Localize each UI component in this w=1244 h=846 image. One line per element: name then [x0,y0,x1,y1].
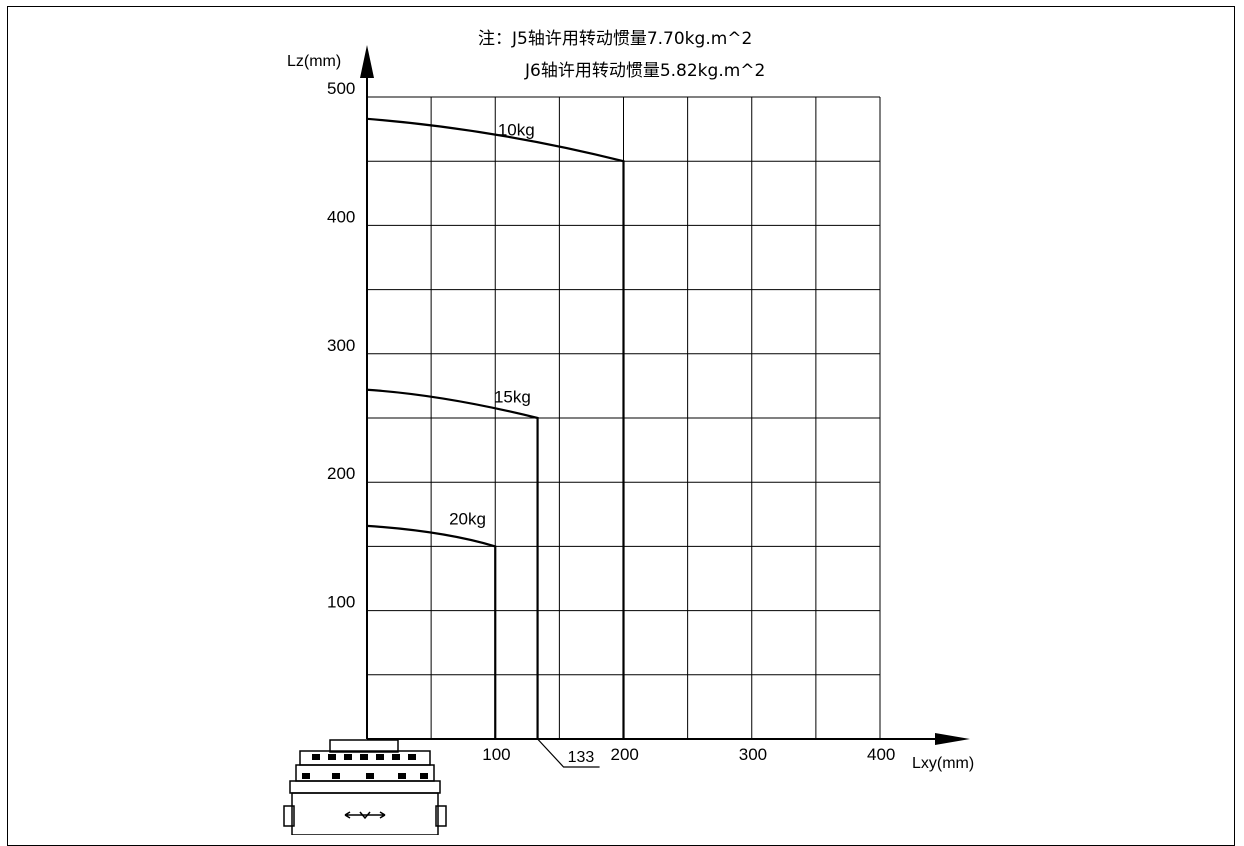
series-line-15kg [366,388,539,739]
y-tick-label: 300 [327,336,355,355]
tick-labels: 100 200 300 400 100 200 300 400 500 [327,79,895,764]
y-tick-label: 200 [327,464,355,483]
series-line-20kg [366,524,497,739]
y-axis-label: Lz(mm) [287,53,341,70]
axes [360,45,970,745]
series-label-20kg: 20kg [449,510,486,529]
y-tick-label: 400 [327,207,355,226]
x-tick-label: 200 [611,745,639,764]
y-tick-label: 500 [327,79,355,98]
x-tick-label: 300 [739,745,767,764]
annotation-133: 133 [568,749,595,766]
y-axis-arrow [360,45,374,78]
series-line-10kg [366,117,625,739]
series-label-15kg: 15kg [494,388,531,407]
x-tick-label: 100 [482,745,510,764]
robot-flange-drawing [283,739,447,835]
series-label-10kg: 10kg [498,121,535,140]
note-line-2: J6轴许用转动惯量5.82kg.m^2 [524,61,765,81]
x-axis-arrow [935,733,970,745]
series-layer: 10kg 15kg 20kg 133 [366,117,625,768]
y-tick-label: 100 [327,593,355,612]
note-line-1: 注：J5轴许用转动惯量7.70kg.m^2 [478,29,752,49]
x-axis-label: Lxy(mm) [912,755,974,772]
x-tick-label: 400 [867,745,895,764]
annotation-leader [537,738,600,768]
